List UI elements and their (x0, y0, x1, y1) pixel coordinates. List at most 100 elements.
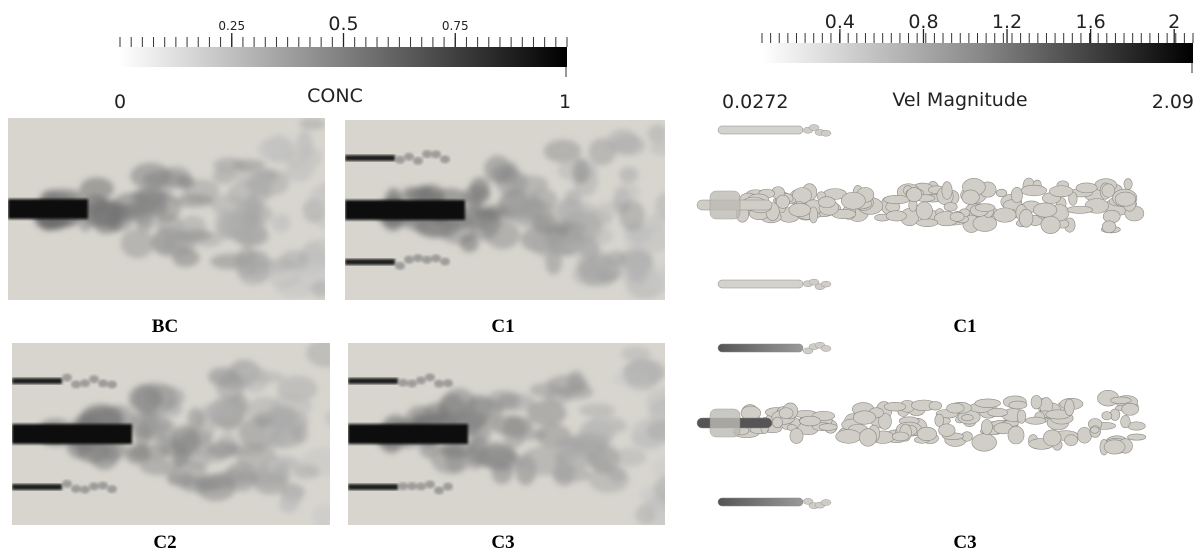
eddy (485, 221, 520, 249)
vortex (973, 216, 997, 232)
vortex (996, 189, 1007, 197)
nozzle (710, 409, 740, 437)
eddy (624, 359, 660, 391)
eddy (274, 462, 291, 486)
vortex (975, 399, 1001, 408)
side-jet (718, 126, 803, 134)
eddy (80, 486, 90, 494)
nozzle (710, 191, 740, 219)
vortex (988, 408, 1008, 416)
vortex (972, 434, 997, 451)
vortex (1067, 206, 1093, 213)
eddy (237, 258, 269, 286)
eddy (423, 403, 449, 424)
jet (12, 424, 132, 444)
colorbar-min: 0 (114, 91, 126, 113)
eddy (467, 453, 507, 466)
eddy (71, 485, 81, 493)
colorbar (120, 47, 567, 67)
eddy (416, 482, 426, 490)
panel-label: BC (152, 316, 178, 337)
tick-label: 0.5 (328, 13, 358, 35)
vortex (917, 427, 936, 441)
eddy (467, 417, 491, 446)
side-jet (12, 484, 62, 490)
eddy (291, 423, 308, 444)
eddy (619, 167, 638, 183)
vortex (819, 424, 837, 431)
eddy (208, 367, 236, 385)
eddy (654, 474, 688, 503)
eddy (133, 190, 167, 205)
eddy (306, 338, 346, 367)
eddy (484, 155, 512, 183)
tick-label: 1.2 (992, 11, 1022, 33)
vortex (1049, 186, 1073, 197)
eddy (121, 229, 155, 258)
side-jet (718, 280, 803, 288)
vortex (962, 190, 979, 204)
vortex (800, 416, 821, 426)
vortex (859, 429, 876, 447)
vortex (975, 204, 995, 212)
side-jet (718, 344, 803, 352)
vortex (789, 203, 811, 216)
eddy (152, 227, 188, 257)
eddy (212, 168, 235, 184)
vortex (853, 411, 876, 424)
side-jet (345, 259, 395, 265)
vortex (1090, 427, 1099, 433)
eddy (98, 482, 108, 490)
vortex (1102, 221, 1116, 233)
eddy (644, 265, 686, 292)
vortex (779, 408, 793, 419)
eddy (440, 155, 450, 163)
eddy (647, 124, 668, 143)
vortex (916, 202, 932, 220)
panel-label: C1 (953, 316, 976, 337)
eddy (407, 379, 417, 387)
eddy (202, 402, 245, 418)
eddy (313, 504, 334, 531)
eddy (573, 158, 590, 184)
vortex (1011, 187, 1022, 203)
vortex (939, 424, 956, 437)
eddy (607, 129, 639, 154)
panel-label: C3 (953, 532, 976, 552)
eddy (652, 459, 677, 477)
eddy (62, 374, 72, 382)
vortex (1128, 434, 1146, 440)
vortex (942, 182, 952, 200)
colorbar (762, 43, 1193, 63)
vortex (944, 202, 957, 211)
eddy (578, 256, 621, 286)
jet (348, 424, 468, 444)
vortex (1076, 183, 1097, 193)
side-jet (12, 378, 62, 384)
vortex (1103, 210, 1120, 223)
eddy (242, 365, 269, 393)
vortex (1017, 410, 1026, 423)
eddy (655, 191, 686, 220)
jet (8, 199, 88, 219)
eddy (299, 118, 326, 130)
vortex (950, 212, 964, 221)
eddy (311, 280, 329, 297)
tick-label: 0.75 (442, 19, 469, 33)
eddy (443, 379, 453, 387)
isosurface-panel (697, 342, 1146, 508)
vortex (981, 419, 992, 434)
side-jet (348, 484, 398, 490)
eddy (443, 483, 453, 491)
colorbar-max: 1 (559, 91, 571, 113)
vortex (1122, 403, 1139, 415)
eddy (431, 150, 441, 158)
concentration-panel (348, 343, 690, 536)
vortex (1009, 401, 1027, 409)
vortex (1041, 216, 1060, 233)
eddy (425, 480, 435, 488)
eddy (440, 258, 450, 266)
eddy (531, 231, 566, 258)
eddy (470, 177, 490, 199)
eddy (135, 214, 154, 232)
